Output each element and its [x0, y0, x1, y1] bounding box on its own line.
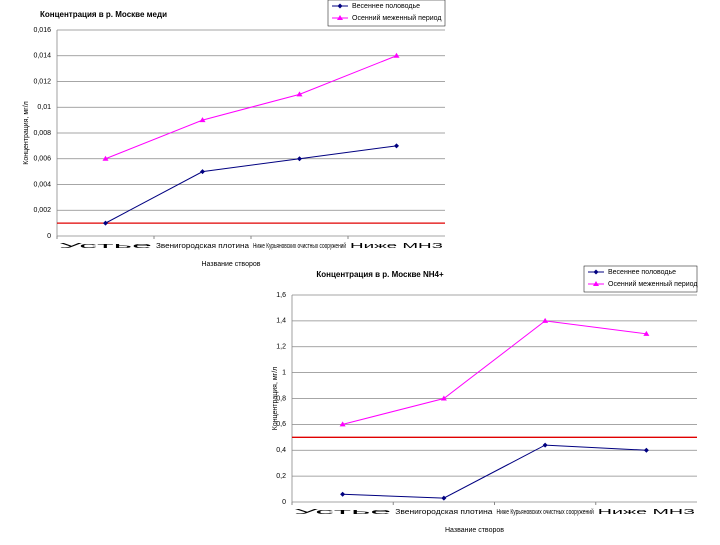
y-tick-label: 0,014: [33, 53, 51, 60]
point: [394, 143, 399, 149]
point: [297, 156, 302, 162]
x-tick-label: Звенигородская плотина: [395, 509, 492, 516]
x-tick-label: Звенигородская плотина: [156, 243, 249, 250]
x-axis-label: Название створов: [445, 527, 504, 534]
point: [542, 317, 549, 323]
legend-marker: [593, 281, 599, 286]
y-tick-label: 0: [47, 233, 51, 240]
y-tick-label: 0,4: [276, 447, 286, 454]
legend-box: [327, 0, 446, 27]
point: [440, 395, 447, 401]
chart-title: Концентрация в р. Москве меди: [40, 10, 167, 19]
legend-label: Весеннее половодье: [608, 269, 676, 276]
x-tick-label: Устье: [59, 243, 152, 250]
y-tick-label: 0,2: [276, 473, 286, 480]
point: [296, 91, 303, 97]
x-axis-label: Название створов: [202, 261, 261, 268]
series-line: [105, 55, 397, 160]
point: [103, 220, 108, 226]
x-tick-label: Ниже Курьяновских очистных сооружений: [253, 242, 346, 250]
legend-marker: [337, 3, 343, 9]
point: [643, 330, 650, 336]
x-tick-label: Ниже МНЗ: [598, 509, 695, 516]
y-axis-label: Концентрация, мг/л: [23, 101, 30, 165]
y-tick-label: 0,006: [33, 156, 51, 163]
x-tick-label: Ниже Курьяновских очистных сооружений: [497, 508, 594, 516]
y-tick-label: 0: [282, 499, 286, 506]
y-tick-label: 0,004: [33, 181, 51, 188]
point: [542, 442, 548, 448]
x-tick-label: Устье: [294, 509, 392, 516]
legend-label: Осенний меженный период: [608, 280, 697, 288]
y-tick-label: 0,6: [276, 421, 286, 428]
legend-marker: [337, 15, 343, 20]
point: [200, 169, 205, 175]
point: [102, 155, 109, 161]
point: [441, 495, 447, 501]
y-tick-label: 1: [282, 369, 286, 376]
point: [199, 117, 206, 123]
y-tick-label: 1,6: [276, 292, 286, 299]
y-tick-label: 1,2: [276, 344, 286, 351]
legend-label: Осенний меженный период: [352, 14, 441, 22]
series-line: [342, 444, 647, 499]
y-tick-label: 0,01: [37, 104, 51, 111]
legend-marker: [593, 269, 599, 275]
y-tick-label: 0,008: [33, 130, 51, 137]
y-tick-label: 0,002: [33, 207, 51, 214]
chart-title: Концентрация в р. Москве NH4+: [316, 270, 444, 279]
series-line: [105, 145, 397, 224]
y-tick-label: 0,016: [33, 27, 51, 34]
x-tick-label: Ниже МНЗ: [350, 243, 443, 250]
y-tick-label: 1,4: [276, 318, 286, 325]
y-axis-label: Концентрация, мг/л: [272, 367, 279, 431]
y-tick-label: 0,012: [33, 78, 51, 85]
legend-box: [583, 265, 698, 293]
point: [393, 52, 400, 58]
point: [643, 447, 649, 453]
y-tick-label: 0,8: [276, 395, 286, 402]
point: [339, 421, 346, 427]
legend-label: Весеннее половодье: [352, 3, 420, 10]
series-line: [342, 320, 647, 425]
point: [340, 491, 346, 497]
